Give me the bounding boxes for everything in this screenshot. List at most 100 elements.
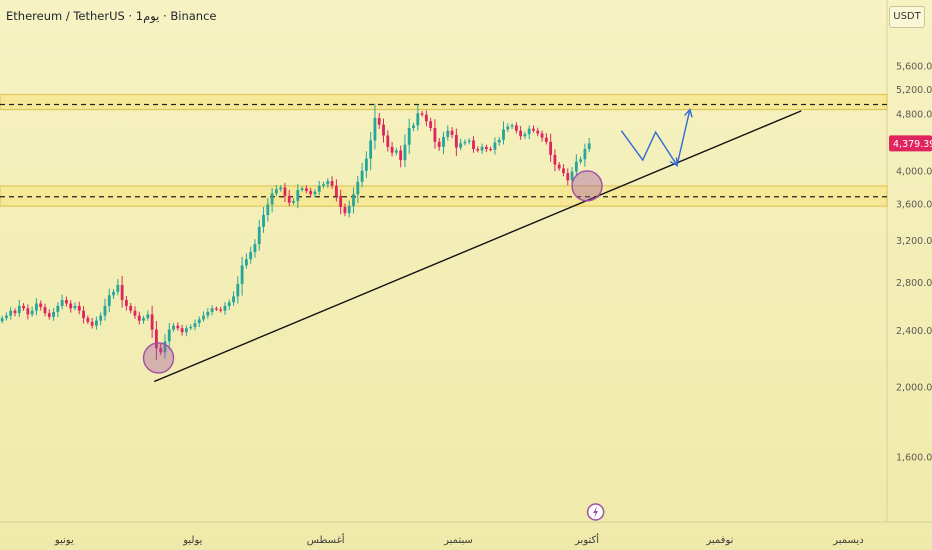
support-zone[interactable] [0, 185, 888, 207]
candle-body[interactable] [317, 185, 321, 192]
candle-body[interactable] [270, 193, 274, 205]
candle-body[interactable] [429, 121, 433, 128]
candle-body[interactable] [56, 305, 60, 312]
candle-body[interactable] [283, 187, 287, 196]
candle-body[interactable] [236, 283, 240, 297]
candle-body[interactable] [553, 154, 557, 165]
candle-body[interactable] [343, 207, 347, 214]
candle-body[interactable] [0, 318, 4, 322]
candle-body[interactable] [17, 305, 21, 314]
candle-body[interactable] [527, 128, 531, 135]
candle-body[interactable] [532, 128, 535, 131]
candle-body[interactable] [137, 315, 141, 321]
candle-body[interactable] [454, 134, 458, 148]
candle-body[interactable] [146, 314, 150, 319]
projection-path[interactable] [620, 109, 691, 168]
candle-body[interactable] [163, 341, 167, 353]
candle-body[interactable] [390, 146, 394, 153]
ascending-trendline[interactable] [153, 110, 802, 383]
axis-currency-button[interactable]: USDT [889, 6, 925, 28]
candle-body[interactable] [416, 113, 420, 126]
candle-body[interactable] [326, 181, 330, 185]
candle-body[interactable] [583, 149, 587, 160]
candle-body[interactable] [403, 144, 407, 161]
candle-body[interactable] [253, 244, 257, 253]
candle-body[interactable] [13, 310, 17, 314]
candle-body[interactable] [519, 130, 523, 137]
candle-body[interactable] [5, 315, 8, 319]
candle-body[interactable] [377, 117, 381, 125]
candle-body[interactable] [433, 127, 437, 142]
candle-body[interactable] [322, 184, 325, 186]
candle-body[interactable] [514, 125, 518, 131]
candle-body[interactable] [116, 285, 120, 292]
candle-body[interactable] [480, 146, 484, 151]
symbol-title[interactable]: Ethereum / TetherUS · 1يوم · Binance [6, 9, 217, 23]
candle-body[interactable] [394, 150, 398, 153]
candle-body[interactable] [244, 259, 248, 266]
candle-body[interactable] [373, 117, 377, 141]
candle-body[interactable] [154, 329, 158, 349]
candle-body[interactable] [570, 171, 574, 181]
last-price-tag[interactable] [889, 135, 932, 152]
candle-body[interactable] [566, 173, 570, 181]
candle-body[interactable] [103, 305, 107, 316]
candle-body[interactable] [82, 310, 85, 319]
resistance-zone[interactable] [0, 94, 888, 111]
candle-body[interactable] [99, 315, 103, 321]
candle-body[interactable] [287, 195, 291, 203]
candle-body[interactable] [382, 124, 385, 136]
candle-body[interactable] [399, 150, 403, 161]
candle-body[interactable] [206, 311, 210, 316]
candle-body[interactable] [35, 303, 38, 311]
candle-body[interactable] [65, 299, 68, 304]
candle-body[interactable] [86, 318, 90, 322]
candle-body[interactable] [352, 194, 355, 207]
candle-body[interactable] [296, 190, 300, 201]
candle-body[interactable] [184, 328, 188, 333]
candle-body[interactable] [43, 307, 47, 314]
candle-body[interactable] [506, 126, 510, 130]
candle-body[interactable] [334, 185, 338, 196]
candle-body[interactable] [159, 348, 163, 353]
candle-body[interactable] [274, 189, 278, 194]
candle-body[interactable] [219, 309, 223, 311]
candle-body[interactable] [369, 140, 373, 159]
candle-body[interactable] [69, 303, 73, 309]
candle-body[interactable] [446, 130, 450, 137]
candle-body[interactable] [309, 190, 313, 195]
candle-body[interactable] [22, 305, 25, 309]
candle-body[interactable] [232, 296, 235, 303]
candle-body[interactable] [107, 295, 111, 306]
candle-body[interactable] [364, 158, 368, 171]
candle-body[interactable] [94, 320, 98, 326]
candle-body[interactable] [536, 130, 540, 134]
candle-body[interactable] [26, 308, 30, 315]
candle-body[interactable] [463, 141, 467, 144]
candle-body[interactable] [47, 313, 51, 317]
candle-body[interactable] [467, 140, 471, 142]
candle-body[interactable] [450, 130, 454, 135]
candle-body[interactable] [129, 305, 133, 311]
candle-body[interactable] [172, 325, 175, 330]
candle-body[interactable] [459, 143, 463, 148]
candle-body[interactable] [176, 325, 180, 329]
candle-body[interactable] [300, 188, 304, 191]
candle-body[interactable] [30, 310, 34, 315]
candle-body[interactable] [214, 308, 218, 310]
candle-body[interactable] [579, 159, 583, 162]
candle-body[interactable] [497, 139, 501, 143]
candle-body[interactable] [304, 188, 308, 191]
candle-body[interactable] [557, 164, 561, 169]
candle-body[interactable] [142, 318, 145, 321]
candle-body[interactable] [73, 305, 77, 309]
candle-body[interactable] [292, 200, 295, 203]
candle-body[interactable] [223, 305, 227, 311]
candle-body[interactable] [510, 125, 514, 127]
candle-body[interactable] [39, 303, 43, 308]
candle-body[interactable] [484, 146, 488, 150]
candle-body[interactable] [77, 305, 81, 311]
candle-body[interactable] [257, 226, 261, 245]
candle-body[interactable] [562, 168, 565, 174]
candle-body[interactable] [180, 328, 184, 333]
